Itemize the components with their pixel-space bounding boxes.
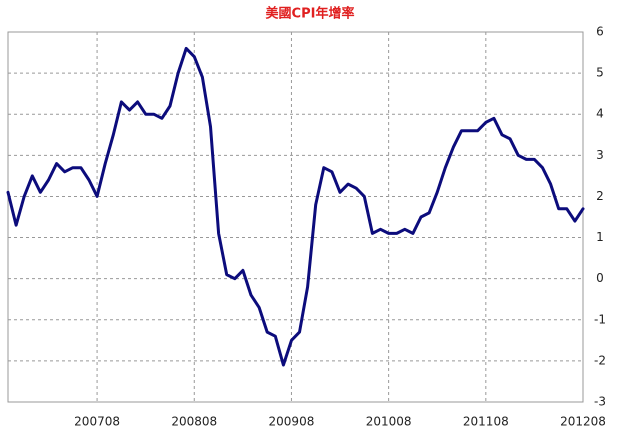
- plot-frame: [7, 31, 584, 403]
- y-tick-label: -1: [594, 312, 606, 326]
- y-tick-label: 1: [596, 230, 604, 244]
- x-tick-label: 200808: [171, 415, 217, 429]
- y-tick-label: 4: [596, 107, 604, 121]
- y-tick-label: 2: [596, 189, 604, 203]
- y-tick-label: 5: [596, 66, 604, 80]
- y-tick-label: 6: [596, 25, 604, 39]
- y-tick-label: -3: [594, 395, 606, 409]
- x-tick-label: 200908: [269, 415, 315, 429]
- x-tick-label: 201008: [366, 415, 412, 429]
- x-tick-label: 201208: [560, 415, 606, 429]
- y-tick-label: -2: [594, 353, 606, 367]
- x-tick-label: 201108: [463, 415, 509, 429]
- y-tick-label: 0: [596, 271, 604, 285]
- data-line: [6, 46, 585, 367]
- chart-title: 美國CPI年增率: [266, 6, 355, 22]
- x-tick-label: 200708: [74, 415, 120, 429]
- y-tick-label: 3: [596, 148, 604, 162]
